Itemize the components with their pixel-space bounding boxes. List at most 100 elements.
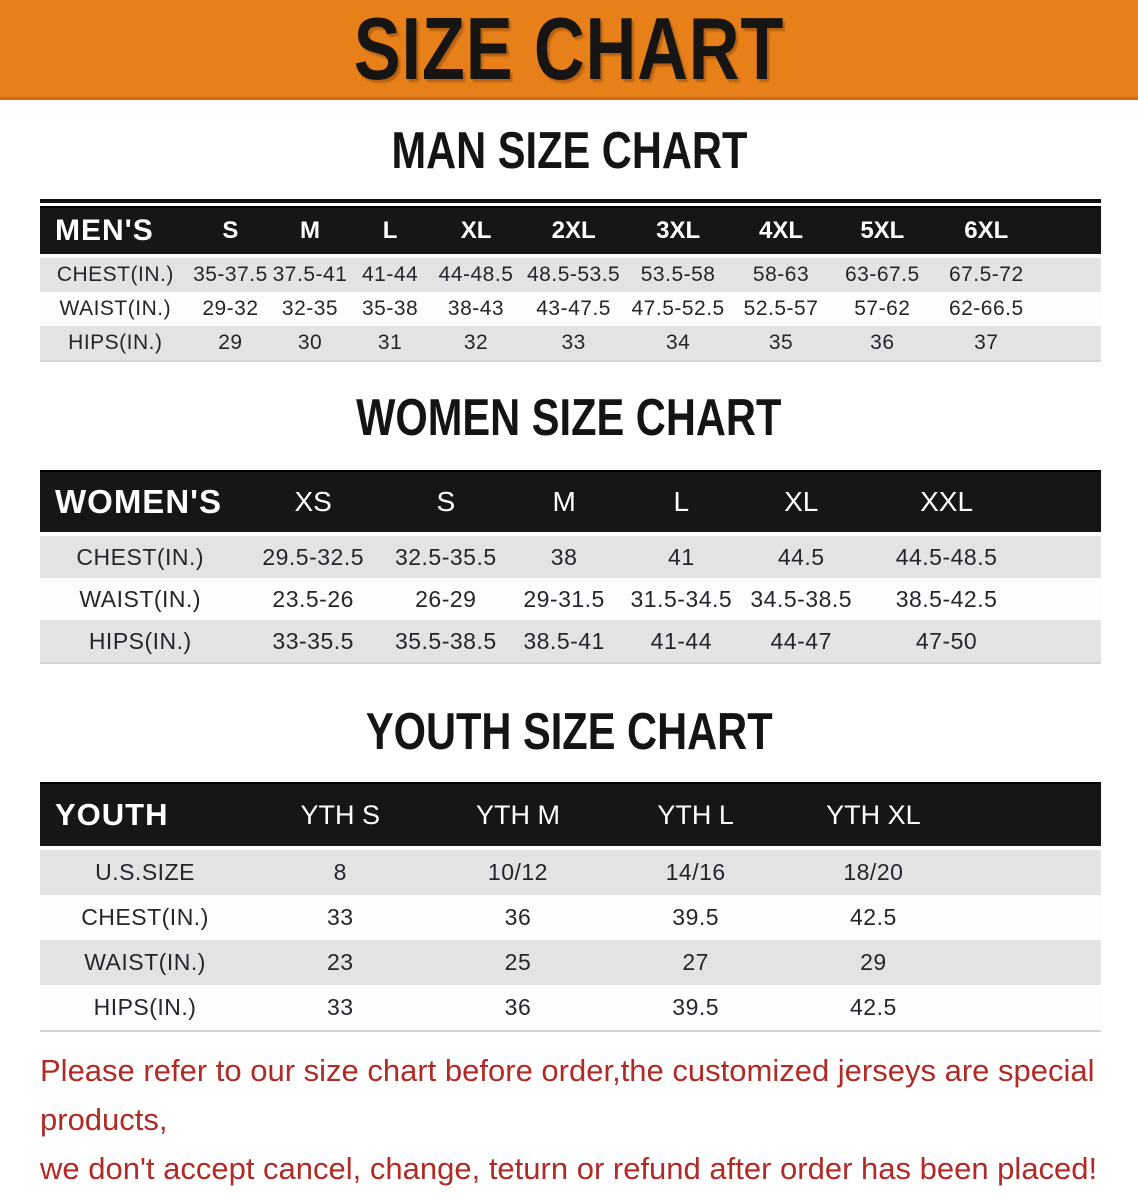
size-value: 43-47.5 bbox=[521, 292, 626, 326]
size-value: 38-43 bbox=[430, 292, 522, 326]
row-spacer bbox=[960, 985, 1101, 1032]
size-column-header: YTH L bbox=[605, 782, 786, 850]
size-value: 38.5-42.5 bbox=[862, 578, 1031, 620]
size-column-header: YTH S bbox=[250, 782, 431, 850]
size-value: 14/16 bbox=[605, 850, 786, 895]
header-spacer bbox=[1039, 206, 1101, 258]
youth-section-title: YOUTH SIZE CHART bbox=[365, 703, 773, 761]
size-value: 52.5-57 bbox=[730, 292, 832, 326]
size-column-header: XXL bbox=[862, 470, 1031, 536]
men-table-header-row: MEN'S S M L XL 2XL 3XL 4XL 5XL 6XL bbox=[40, 206, 1101, 258]
table-row: U.S.SIZE 8 10/12 14/16 18/20 bbox=[40, 850, 1101, 895]
size-column-header: 5XL bbox=[831, 206, 934, 258]
row-spacer bbox=[1039, 292, 1101, 326]
women-section-title: WOMEN SIZE CHART bbox=[356, 389, 782, 447]
size-value: 39.5 bbox=[605, 895, 786, 940]
size-value: 35 bbox=[730, 326, 832, 362]
row-spacer bbox=[1039, 258, 1101, 292]
size-value: 44.5-48.5 bbox=[862, 536, 1031, 578]
women-size-table: WOMEN'S XS S M L XL XXL CHEST(IN.) 29.5-… bbox=[40, 470, 1101, 664]
youth-table-header-label: YOUTH bbox=[40, 782, 251, 850]
size-column-header: XL bbox=[430, 206, 522, 258]
size-value: 37 bbox=[933, 326, 1040, 362]
footer-warning-line2: we don't accept cancel, change, teturn o… bbox=[40, 1151, 1098, 1186]
size-column-header: L bbox=[622, 470, 741, 536]
size-value: 31 bbox=[349, 326, 431, 362]
size-value: 23 bbox=[250, 940, 431, 985]
size-value: 44.5 bbox=[740, 536, 863, 578]
size-value: 29 bbox=[190, 326, 271, 362]
row-label: U.S.SIZE bbox=[40, 850, 251, 895]
row-spacer bbox=[960, 850, 1101, 895]
size-value: 63-67.5 bbox=[831, 258, 934, 292]
size-value: 58-63 bbox=[730, 258, 832, 292]
row-spacer bbox=[1039, 326, 1101, 362]
size-value: 48.5-53.5 bbox=[521, 258, 626, 292]
women-table-header-row: WOMEN'S XS S M L XL XXL bbox=[40, 470, 1101, 536]
size-value: 29.5-32.5 bbox=[240, 536, 386, 578]
size-value: 42.5 bbox=[785, 895, 961, 940]
table-row: HIPS(IN.) 33 36 39.5 42.5 bbox=[40, 985, 1101, 1032]
table-row: WAIST(IN.) 29-32 32-35 35-38 38-43 43-47… bbox=[40, 292, 1101, 326]
size-column-header: YTH XL bbox=[785, 782, 961, 850]
youth-size-table: YOUTH YTH S YTH M YTH L YTH XL U.S.SIZE … bbox=[40, 782, 1101, 1032]
size-value: 37.5-41 bbox=[270, 258, 350, 292]
size-value: 23.5-26 bbox=[240, 578, 386, 620]
size-value: 35.5-38.5 bbox=[385, 620, 506, 664]
table-row: CHEST(IN.) 29.5-32.5 32.5-35.5 38 41 44.… bbox=[40, 536, 1101, 578]
row-label: WAIST(IN.) bbox=[40, 578, 241, 620]
size-value: 39.5 bbox=[605, 985, 786, 1032]
size-column-header: YTH M bbox=[430, 782, 606, 850]
size-value: 8 bbox=[250, 850, 431, 895]
size-value: 41-44 bbox=[622, 620, 741, 664]
size-value: 34.5-38.5 bbox=[740, 578, 863, 620]
row-label: WAIST(IN.) bbox=[40, 940, 251, 985]
header-spacer bbox=[1030, 470, 1101, 536]
size-value: 32-35 bbox=[270, 292, 350, 326]
size-value: 32.5-35.5 bbox=[385, 536, 506, 578]
footer-warning: Please refer to our size chart before or… bbox=[40, 1046, 1118, 1193]
size-value: 36 bbox=[831, 326, 934, 362]
row-label: WAIST(IN.) bbox=[40, 292, 191, 326]
size-value: 18/20 bbox=[785, 850, 961, 895]
row-label: HIPS(IN.) bbox=[40, 620, 241, 664]
row-label: CHEST(IN.) bbox=[40, 258, 191, 292]
size-value: 31.5-34.5 bbox=[622, 578, 741, 620]
row-spacer bbox=[1030, 578, 1101, 620]
men-table-header-label: MEN'S bbox=[40, 206, 191, 258]
size-column-header: L bbox=[349, 206, 431, 258]
size-value: 32 bbox=[430, 326, 522, 362]
size-column-header: 6XL bbox=[933, 206, 1040, 258]
youth-table-header-row: YOUTH YTH S YTH M YTH L YTH XL bbox=[40, 782, 1101, 850]
table-row: WAIST(IN.) 23 25 27 29 bbox=[40, 940, 1101, 985]
size-value: 41-44 bbox=[349, 258, 431, 292]
size-value: 67.5-72 bbox=[933, 258, 1040, 292]
size-column-header: 3XL bbox=[625, 206, 731, 258]
size-value: 25 bbox=[430, 940, 606, 985]
banner-title: SIZE CHART bbox=[353, 0, 785, 98]
size-value: 26-29 bbox=[385, 578, 506, 620]
size-value: 36 bbox=[430, 895, 606, 940]
size-column-header: M bbox=[270, 206, 350, 258]
table-row: CHEST(IN.) 35-37.5 37.5-41 41-44 44-48.5… bbox=[40, 258, 1101, 292]
size-value: 38 bbox=[505, 536, 623, 578]
size-value: 33-35.5 bbox=[240, 620, 386, 664]
size-value: 44-48.5 bbox=[430, 258, 522, 292]
size-value: 35-38 bbox=[349, 292, 431, 326]
men-section-title: MAN SIZE CHART bbox=[391, 122, 747, 180]
size-value: 29-32 bbox=[190, 292, 271, 326]
table-row: WAIST(IN.) 23.5-26 26-29 29-31.5 31.5-34… bbox=[40, 578, 1101, 620]
table-row: HIPS(IN.) 33-35.5 35.5-38.5 38.5-41 41-4… bbox=[40, 620, 1101, 664]
size-value: 27 bbox=[605, 940, 786, 985]
size-value: 38.5-41 bbox=[505, 620, 623, 664]
size-value: 62-66.5 bbox=[933, 292, 1040, 326]
row-spacer bbox=[960, 895, 1101, 940]
size-value: 53.5-58 bbox=[625, 258, 731, 292]
women-table-header-label: WOMEN'S bbox=[40, 470, 241, 536]
size-column-header: XL bbox=[740, 470, 863, 536]
size-value: 35-37.5 bbox=[190, 258, 271, 292]
size-value: 36 bbox=[430, 985, 606, 1032]
men-size-table: MEN'S S M L XL 2XL 3XL 4XL 5XL 6XL CHEST… bbox=[40, 199, 1101, 362]
row-spacer bbox=[1030, 536, 1101, 578]
footer-warning-line1: Please refer to our size chart before or… bbox=[40, 1053, 1095, 1137]
